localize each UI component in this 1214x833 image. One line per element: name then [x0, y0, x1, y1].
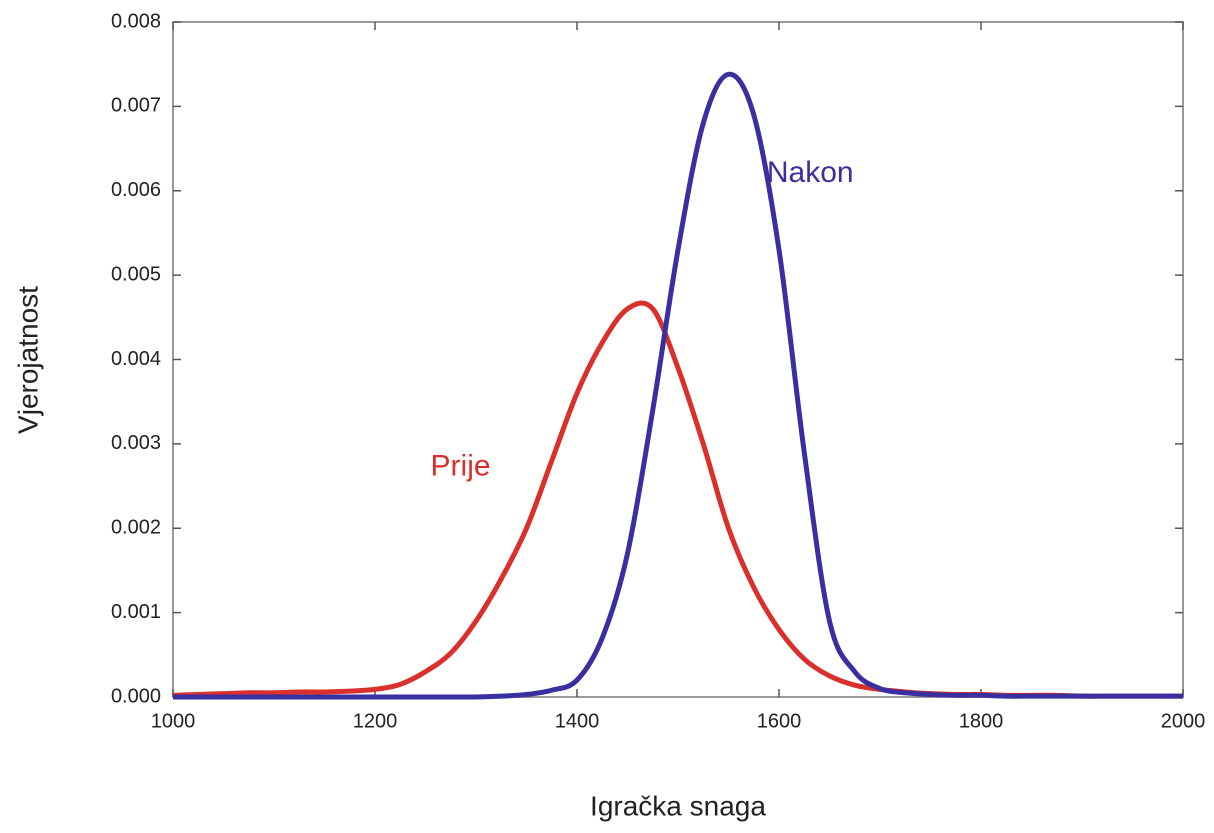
line-series: [172, 300, 1183, 699]
y-axis-label: Vjerojatnost: [12, 286, 43, 434]
line-series: [172, 71, 1183, 700]
y-tick-label: 0.007: [111, 95, 161, 117]
y-tick-label: 0.001: [111, 601, 161, 623]
x-tick-label: 1200: [353, 710, 398, 732]
series-label: Prije: [431, 449, 491, 482]
y-tick-label: 0.004: [111, 348, 161, 370]
y-tick-label: 0.005: [111, 263, 161, 285]
y-tick-label: 0.002: [111, 517, 161, 539]
y-tick-label: 0.006: [111, 179, 161, 201]
x-tick-label: 2000: [1161, 710, 1206, 732]
y-tick-label: 0.000: [111, 685, 161, 707]
x-tick-label: 1000: [151, 710, 196, 732]
x-axis-label: Igračka snaga: [590, 790, 766, 821]
x-tick-label: 1400: [555, 710, 600, 732]
series-label: Nakon: [767, 156, 854, 189]
y-tick-label: 0.008: [111, 10, 161, 32]
plot-frame: [172, 21, 1184, 698]
x-tick-label: 1600: [757, 710, 802, 732]
x-tick-label: 1800: [959, 710, 1004, 732]
y-tick-label: 0.003: [111, 432, 161, 454]
